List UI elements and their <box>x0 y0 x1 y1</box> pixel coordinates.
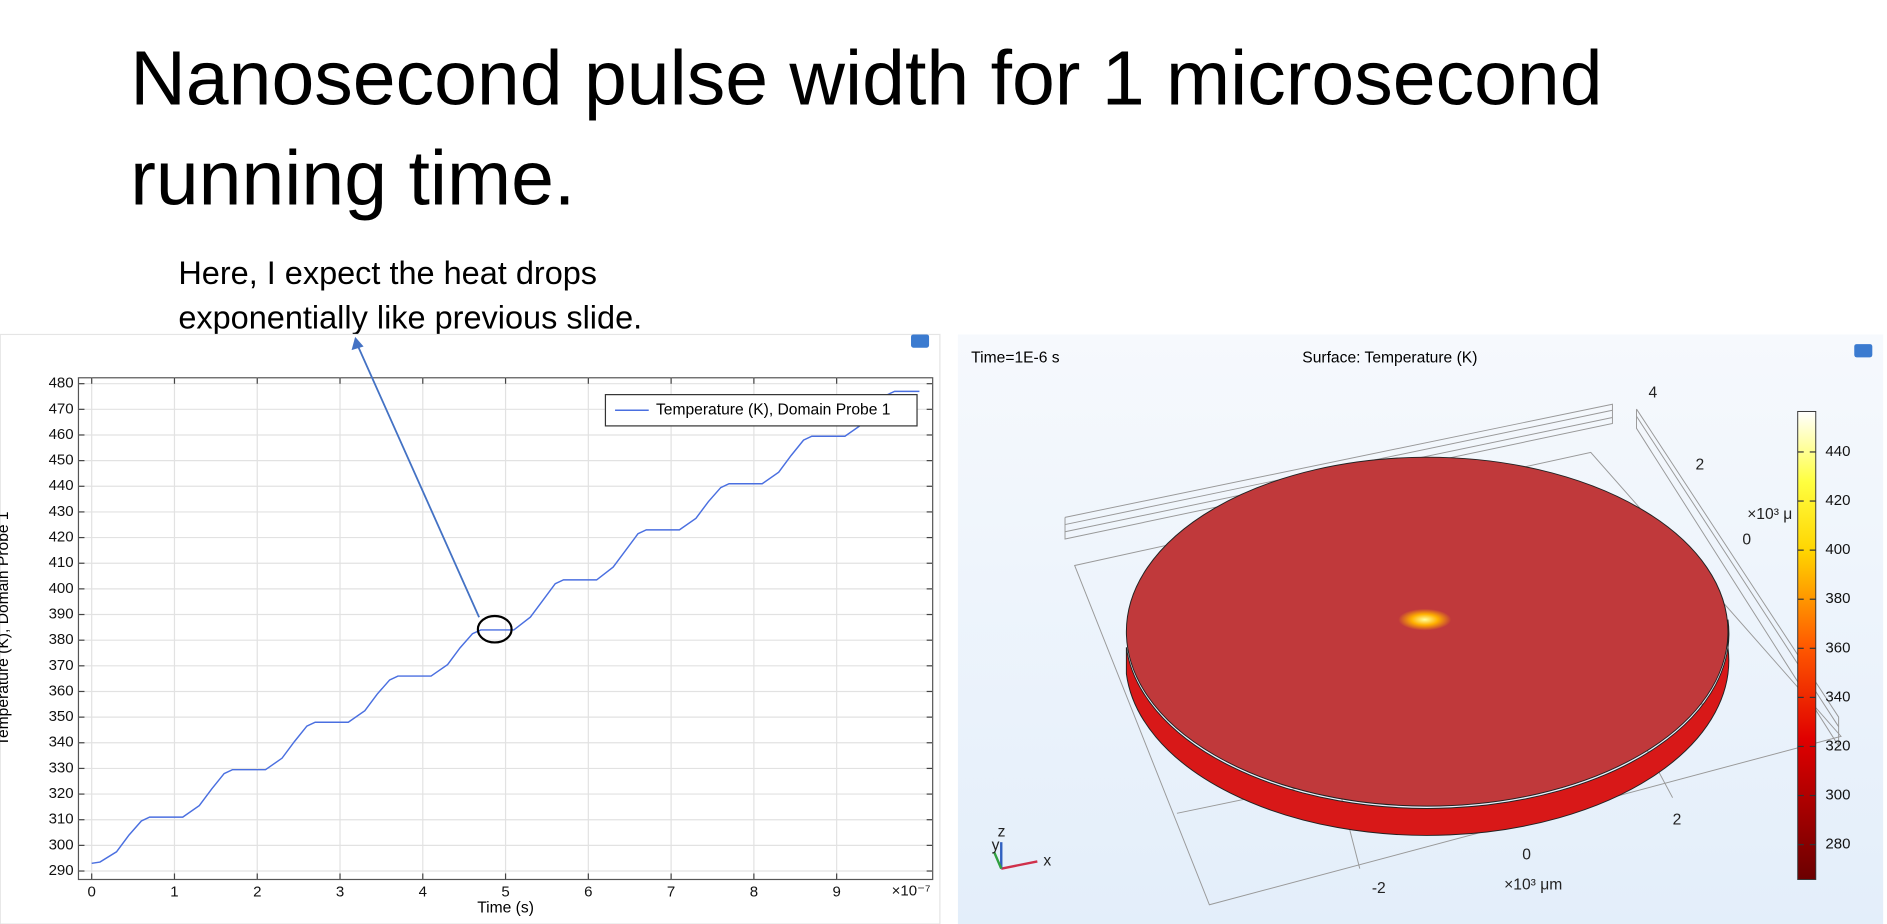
y-tick-label: 360 <box>49 682 74 699</box>
colorbar <box>1797 410 1817 880</box>
colorbar-label: 440 <box>1825 443 1850 460</box>
x-tick-label: 9 <box>832 884 840 901</box>
y-tick-label: 430 <box>49 503 74 520</box>
slide-title: running time. <box>130 135 575 221</box>
axis-text: 0 <box>1522 847 1531 864</box>
colorbar-label: 320 <box>1825 737 1850 754</box>
axis-text: ×10³ μ <box>1747 506 1792 523</box>
y-tick-label: 370 <box>49 657 74 674</box>
x-tick-label: 4 <box>419 884 427 901</box>
axis-text: z <box>998 824 1006 841</box>
y-tick-label: 290 <box>49 862 74 879</box>
y-tick-label: 380 <box>49 631 74 648</box>
x-tick-label: 5 <box>501 884 509 901</box>
axis-text: -2 <box>1372 880 1386 897</box>
colorbar-label: 380 <box>1825 590 1850 607</box>
y-tick-label: 320 <box>49 785 74 802</box>
x-multiplier: ×10⁻⁷ <box>892 882 931 899</box>
y-tick-label: 480 <box>49 375 74 392</box>
arrow-head <box>351 336 364 351</box>
colorbar-label: 400 <box>1825 541 1850 558</box>
icon <box>1854 344 1873 358</box>
colorbar-label: 340 <box>1825 688 1850 705</box>
axis-text: 2 <box>1695 457 1704 474</box>
x-tick-label: 3 <box>336 884 344 901</box>
annotation: Here, I expect the heat drops <box>178 255 597 291</box>
colorbar-label: 360 <box>1825 639 1850 656</box>
axis-text: 0 <box>1742 531 1751 548</box>
icon <box>911 334 930 348</box>
axis-text: 4 <box>1649 385 1658 402</box>
y-tick-label: 470 <box>49 400 74 417</box>
y-tick-label: 400 <box>49 580 74 597</box>
legend-label: Temperature (K), Domain Probe 1 <box>656 401 890 418</box>
x-tick-label: 1 <box>170 884 178 901</box>
disk-top <box>1125 456 1729 807</box>
legend: Temperature (K), Domain Probe 1 <box>604 394 918 427</box>
y-tick-label: 460 <box>49 426 74 443</box>
y-tick-label: 300 <box>49 836 74 853</box>
axis-text: x <box>1043 853 1051 870</box>
arrow-line <box>356 344 480 618</box>
time-label: Time=1E-6 s <box>971 350 1060 367</box>
y-tick-label: 340 <box>49 734 74 751</box>
x-tick-label: 0 <box>88 884 96 901</box>
y-tick-label: 410 <box>49 554 74 571</box>
x-axis-label: Time (s) <box>477 899 534 916</box>
y-tick-label: 390 <box>49 605 74 622</box>
x-tick-label: 6 <box>584 884 592 901</box>
y-tick-label: 440 <box>49 477 74 494</box>
axis-text: ×10³ μm <box>1504 877 1562 894</box>
x-tick-label: 2 <box>253 884 261 901</box>
colorbar-label: 300 <box>1825 787 1850 804</box>
annotation: exponentially like previous slide. <box>178 300 642 336</box>
y-tick-label: 420 <box>49 529 74 546</box>
axis-triad <box>992 842 1038 870</box>
y-tick-label: 450 <box>49 452 74 469</box>
render-title: Surface: Temperature (K) <box>1302 350 1477 367</box>
hot-spot <box>1398 608 1452 631</box>
y-tick-label: 310 <box>49 811 74 828</box>
y-axis-label: Temperature (K), Domain Probe 1 <box>0 511 12 745</box>
y-tick-label: 330 <box>49 759 74 776</box>
colorbar-label: 280 <box>1825 836 1850 853</box>
y-tick-label: 350 <box>49 708 74 725</box>
legend-box <box>604 394 918 427</box>
data-line <box>91 390 920 865</box>
x-tick-label: 8 <box>750 884 758 901</box>
slide-title: Nanosecond pulse width for 1 microsecond <box>130 36 1602 122</box>
highlight-circle <box>476 614 513 644</box>
x-tick-label: 7 <box>667 884 675 901</box>
axis-text: 2 <box>1673 812 1682 829</box>
axis-text: y <box>992 837 1000 854</box>
disk-side <box>1125 619 1730 836</box>
colorbar-label: 420 <box>1825 492 1850 509</box>
